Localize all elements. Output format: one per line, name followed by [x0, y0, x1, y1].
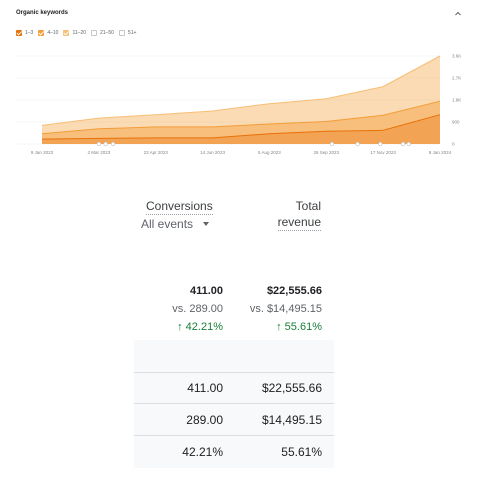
- revenue-change: ↑ 55.61%: [276, 321, 322, 333]
- annotation-marker-icon: [96, 141, 101, 147]
- table-row-2-conversions: 289.00: [186, 413, 223, 427]
- table-row-3-conversions: 42.21%: [182, 445, 223, 459]
- row-divider: [134, 403, 334, 404]
- x-tick-label: 8 Jan 2024: [429, 150, 452, 155]
- x-tick-label: 17 Nov 2023: [370, 150, 396, 155]
- checkbox-unchecked-icon: [118, 30, 125, 36]
- table-row-3-revenue: 55.61%: [281, 445, 322, 459]
- annotation-marker-icon: [400, 141, 406, 147]
- revenue-comparison: vs. $14,495.15: [249, 303, 322, 315]
- chevron-up-icon[interactable]: [453, 9, 463, 19]
- total-revenue-header-line1[interactable]: Total: [295, 199, 321, 213]
- legend-item-4-10[interactable]: 4–10: [38, 30, 58, 36]
- conversions-header[interactable]: Conversions: [146, 199, 213, 215]
- events-dropdown[interactable]: All events: [141, 217, 210, 231]
- conversions-change: ↑ 42.21%: [177, 321, 223, 333]
- chart-areas: [41, 55, 441, 144]
- organic-keywords-chart: 9 Jan 2023 2 Mar 2023 23 Apr 2023 14 Jun 20…: [16, 54, 461, 155]
- annotation-marker-icon: [355, 141, 360, 147]
- table-row-2-revenue: $14,495.15: [261, 413, 322, 427]
- series-line-1120: [41, 55, 441, 126]
- legend-item-21-50[interactable]: 21–50: [91, 30, 114, 36]
- y-tick-label: 1.8K: [452, 98, 461, 103]
- x-tick-label: 9 Jan 2023: [31, 150, 54, 155]
- position-legend: 1–3 4–10 11–20 21–50 51+: [16, 30, 136, 36]
- legend-item-51-plus[interactable]: 51+: [118, 30, 136, 36]
- x-tick-label: 5 Aug 2023: [258, 150, 281, 155]
- area-1120: [42, 56, 440, 144]
- annotation-marker-icon: [103, 141, 108, 147]
- y-tick-label: 900: [452, 120, 460, 125]
- annotation-marker-icon: [378, 141, 383, 147]
- conversions-total: 411.00: [189, 285, 223, 297]
- annotation-marker-icon: [329, 141, 335, 147]
- y-axis-ticks: 3.6K 2.7K 1.8K 900 0: [452, 54, 461, 147]
- legend-item-1-3[interactable]: 1–3: [16, 30, 33, 36]
- x-tick-label: 26 Sep 2023: [314, 150, 340, 155]
- checkbox-checked-icon: [63, 30, 70, 36]
- x-tick-label: 23 Apr 2023: [144, 150, 169, 155]
- table-body: [134, 340, 334, 468]
- y-tick-label: 0: [452, 142, 455, 147]
- y-tick-label: 2.7K: [452, 76, 461, 81]
- total-revenue-header-line2[interactable]: revenue: [240, 215, 321, 231]
- table-row-1-conversions: 411.00: [187, 381, 223, 395]
- x-tick-label: 2 Mar 2023: [87, 150, 110, 155]
- row-divider: [134, 372, 334, 373]
- events-dropdown-label: All events: [141, 217, 194, 231]
- table-row-1-revenue: $22,555.66: [261, 381, 322, 395]
- area-410: [42, 101, 440, 144]
- annotation-marker-icon: [110, 141, 116, 147]
- area-13: [42, 114, 440, 144]
- total-revenue-header-text: revenue: [277, 215, 321, 231]
- x-axis-ticks: 9 Jan 2023 2 Mar 2023 23 Apr 2023 14 Jun 20…: [31, 150, 452, 155]
- organic-keywords-title: Organic keywords: [16, 10, 69, 16]
- legend-item-11-20[interactable]: 11–20: [63, 30, 86, 36]
- revenue-total: $22,555.66: [266, 285, 322, 297]
- series-line-410: [41, 100, 441, 135]
- annotation-marker-icon: [406, 141, 411, 147]
- series-line-13: [41, 114, 441, 140]
- x-tick-label: 14 Jun 2023: [200, 150, 225, 155]
- y-tick-label: 3.6K: [452, 54, 461, 59]
- row-divider: [134, 435, 334, 436]
- chart-annotation-markers: [96, 141, 411, 147]
- checkbox-unchecked-icon: [91, 30, 98, 36]
- checkbox-checked-icon: [16, 30, 22, 36]
- conversions-comparison: vs. 289.00: [172, 303, 223, 315]
- caret-down-icon: [203, 222, 210, 226]
- checkbox-checked-icon: [38, 30, 45, 36]
